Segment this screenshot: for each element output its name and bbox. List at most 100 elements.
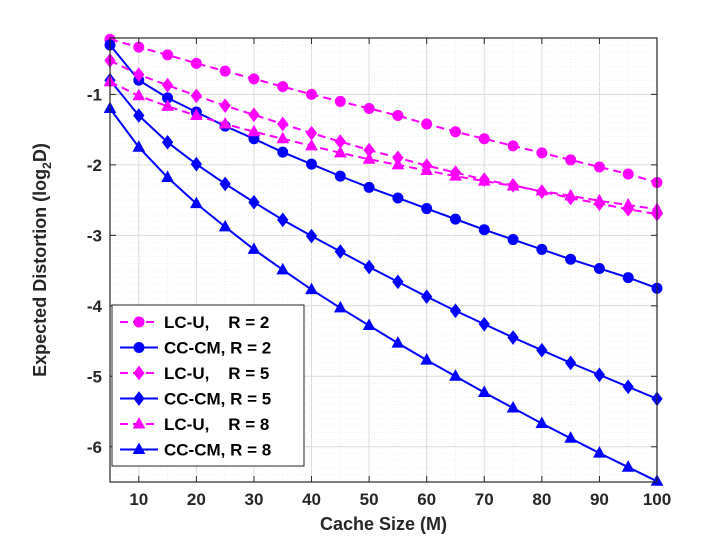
data-point [535, 416, 549, 429]
data-point [334, 95, 346, 107]
data-point [133, 67, 145, 82]
data-point [277, 81, 289, 93]
x-tick-label: 70 [475, 490, 494, 509]
data-point [420, 163, 434, 175]
data-point [477, 174, 491, 186]
data-point [392, 110, 404, 122]
data-point [132, 140, 146, 152]
data-point [392, 274, 404, 290]
data-point [162, 49, 174, 61]
legend-entry: CC-CM, R = 2 [120, 339, 271, 358]
data-point [564, 188, 577, 201]
data-point [449, 213, 461, 225]
data-point [161, 99, 174, 111]
x-tick-label: 20 [187, 490, 206, 509]
series-line [109, 79, 658, 400]
data-point [277, 116, 289, 132]
data-point [306, 158, 318, 170]
data-point [477, 385, 491, 397]
x-tick-label: 100 [643, 490, 671, 509]
data-point [507, 234, 519, 246]
series-line [109, 59, 658, 216]
legend-swatch-marker [133, 342, 145, 353]
data-point [478, 224, 490, 236]
data-point [218, 219, 232, 232]
series-group [103, 33, 664, 486]
data-point [536, 243, 548, 255]
data-point [478, 133, 490, 145]
legend-swatch-marker [132, 442, 146, 454]
data-point [305, 138, 318, 151]
data-point [621, 460, 635, 472]
data-point [219, 65, 231, 77]
data-point [190, 108, 203, 121]
series-5 [103, 74, 664, 214]
data-point [536, 147, 548, 159]
x-tick-label: 50 [360, 490, 379, 509]
legend-entry: LC-U, R = 8 [120, 415, 269, 434]
plot-frame [109, 37, 658, 483]
x-tick-label: 80 [532, 490, 551, 509]
data-point [277, 146, 289, 158]
data-point [248, 107, 260, 123]
data-point [507, 140, 519, 152]
data-point [420, 353, 434, 365]
data-point [449, 169, 462, 181]
data-point [392, 192, 404, 204]
data-point [190, 196, 203, 209]
y-tick-label: -6 [87, 438, 102, 457]
legend: LC-U, R = 2 CC-CM, R = 2 LC-U, R = 5 CC-CM,… [111, 304, 305, 467]
legend-entry: CC-CM, R = 8 [120, 441, 271, 460]
data-point [507, 330, 519, 345]
data-point [622, 379, 634, 395]
data-point [133, 108, 145, 123]
legend-label: LC-U, R = 2 [164, 313, 269, 332]
axis-ticks: 10 20 30 40 50 60 70 80 90 100 -1 -2 -3 -4 -5 -6 [87, 38, 671, 509]
data-point [621, 197, 635, 210]
y-axis-label-tail: D) [30, 143, 50, 162]
data-point [449, 369, 462, 381]
data-point [334, 244, 346, 259]
legend-entry: LC-U, R = 5 [120, 364, 269, 383]
y-axis-label-subscript: 2 [40, 162, 54, 169]
data-point [564, 431, 577, 443]
legend-swatch-marker [133, 316, 145, 328]
data-point [247, 124, 261, 137]
data-point [219, 98, 231, 113]
data-point [535, 183, 549, 196]
data-point [449, 126, 461, 138]
data-point [190, 88, 202, 104]
data-point [305, 228, 318, 244]
data-point [161, 134, 174, 150]
data-point [362, 318, 376, 331]
data-point [593, 262, 605, 274]
data-point [593, 446, 606, 458]
x-tick-label: 10 [129, 490, 148, 509]
data-point [190, 156, 202, 172]
data-point [593, 367, 606, 383]
x-tick-label: 60 [417, 490, 436, 509]
y-tick-label: -1 [87, 85, 102, 104]
x-axis-label: Cache Size (M) [320, 514, 447, 534]
data-point [391, 157, 405, 170]
legend-label: LC-U, R = 5 [164, 364, 269, 383]
y-tick-label: -5 [87, 367, 102, 386]
data-point [363, 259, 375, 275]
data-point [593, 193, 606, 206]
data-point [161, 77, 174, 93]
x-tick-label: 40 [302, 490, 321, 509]
legend-label: CC-CM, R = 5 [164, 390, 271, 409]
data-point [565, 355, 577, 371]
x-tick-label: 30 [244, 490, 263, 509]
data-point [276, 262, 290, 275]
legend-box [111, 304, 305, 467]
data-point [506, 400, 520, 413]
data-point [622, 168, 634, 180]
data-point [306, 88, 318, 100]
data-point [565, 253, 577, 265]
y-tick-label: -3 [87, 226, 102, 245]
x-tick-label: 90 [590, 490, 609, 509]
legend-swatch-marker [133, 365, 145, 381]
data-point [593, 161, 605, 173]
